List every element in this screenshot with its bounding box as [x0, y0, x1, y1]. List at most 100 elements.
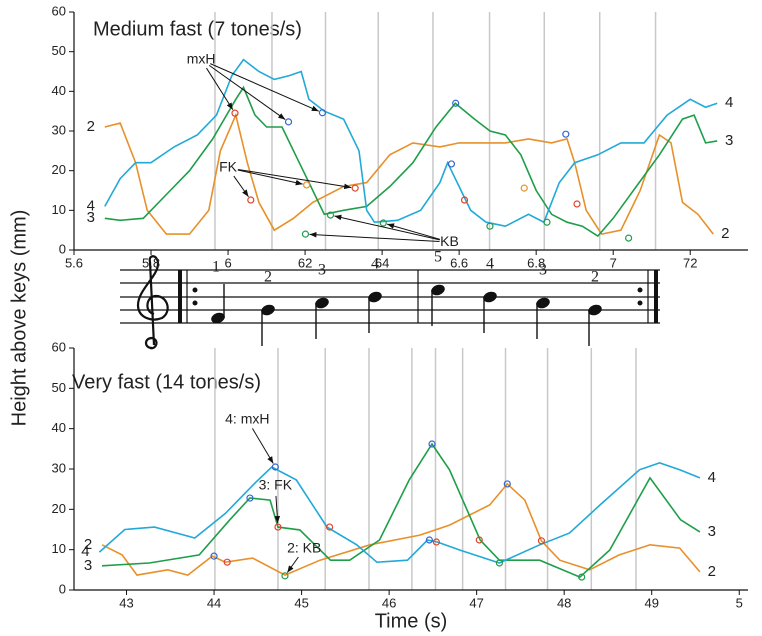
- fingering: 2: [591, 269, 599, 286]
- annotation-arrow: [309, 231, 440, 243]
- series-label-start: 4: [87, 197, 95, 214]
- series-label-end: 4: [725, 94, 733, 111]
- y-tick-label: 0: [59, 581, 66, 596]
- y-tick-label: 40: [52, 420, 66, 435]
- marker: [503, 480, 511, 488]
- marker: [428, 440, 436, 448]
- x-tick-label: 47: [469, 595, 483, 610]
- note-head: [536, 297, 550, 309]
- annotation-arrow: [210, 63, 319, 112]
- y-axis-label: Height above keys (mm): [8, 210, 30, 427]
- note-head: [211, 312, 225, 324]
- y-tick-label: 10: [52, 541, 66, 556]
- series-line: [98, 462, 701, 564]
- annotation-arrow: [274, 495, 281, 524]
- annotation-arrow: [334, 214, 440, 241]
- marker: [326, 211, 335, 219]
- marker: [562, 130, 570, 138]
- note-head: [431, 284, 445, 296]
- marker: [231, 109, 239, 117]
- series-label-start: 2: [84, 536, 92, 553]
- chart-title: Very fast (14 tones/s): [72, 371, 261, 393]
- x-tick-label: 72: [683, 255, 697, 270]
- marker: [495, 559, 504, 567]
- y-tick-label: 40: [52, 83, 66, 98]
- fingering: 3: [539, 262, 547, 279]
- fingering: 1: [212, 259, 220, 276]
- chart-title: Medium fast (7 tones/s): [93, 18, 302, 40]
- series-label-end: 4: [708, 469, 716, 486]
- y-tick-label: 60: [52, 339, 66, 354]
- series-label-start: 2: [87, 118, 95, 135]
- annotation: 4: mxH: [225, 410, 269, 426]
- marker: [578, 573, 586, 581]
- series-label-start: 3: [84, 557, 92, 574]
- y-tick-label: 10: [52, 202, 66, 217]
- y-tick-label: 0: [59, 241, 66, 256]
- y-tick-label: 20: [52, 501, 66, 516]
- fingering: 5: [434, 249, 442, 266]
- marker: [625, 234, 633, 242]
- marker: [379, 219, 387, 227]
- x-tick-label: 43: [119, 595, 133, 610]
- x-axis-label: Time (s): [375, 610, 448, 632]
- series-label-end: 2: [721, 225, 729, 242]
- x-tick-label: 7: [610, 255, 617, 270]
- annotation-arrow: [237, 169, 303, 186]
- x-tick-label: 6.6: [450, 255, 468, 270]
- series-label-start: 3: [87, 209, 95, 226]
- series-line: [101, 442, 701, 579]
- y-tick-label: 30: [52, 460, 66, 475]
- note-head: [483, 291, 497, 303]
- marker: [475, 536, 483, 544]
- x-tick-label: 5: [736, 595, 743, 610]
- series-line: [104, 112, 714, 235]
- marker: [246, 494, 254, 502]
- fingering: 4: [486, 256, 494, 273]
- series-label-end: 3: [708, 523, 716, 540]
- series-label-start: 4: [81, 543, 89, 560]
- annotation: KB: [440, 233, 459, 249]
- marker: [274, 523, 282, 531]
- marker: [452, 99, 460, 107]
- marker: [223, 558, 231, 566]
- marker: [537, 537, 546, 545]
- marker: [281, 572, 289, 580]
- marker: [486, 222, 494, 230]
- marker: [284, 118, 293, 126]
- marker: [447, 160, 456, 168]
- y-tick-label: 50: [52, 380, 66, 395]
- note-head: [315, 297, 329, 309]
- fingering: 3: [318, 262, 326, 279]
- marker: [573, 200, 581, 208]
- y-tick-label: 50: [52, 43, 66, 58]
- annotation-arrow: [233, 175, 249, 198]
- staff: [120, 255, 660, 350]
- x-tick-label: 49: [644, 595, 658, 610]
- x-tick-label: 46: [382, 595, 396, 610]
- annotation: 3: FK: [259, 477, 293, 493]
- annotation: 2: KB: [287, 540, 321, 556]
- marker: [325, 523, 334, 531]
- series-line: [101, 482, 701, 576]
- marker: [301, 230, 310, 238]
- y-tick-label: 30: [52, 122, 66, 137]
- x-tick-label: 44: [207, 595, 221, 610]
- x-tick-label: 5.6: [65, 255, 83, 270]
- marker: [520, 184, 528, 192]
- marker: [318, 109, 327, 117]
- note-head: [261, 304, 275, 316]
- x-tick-label: 6: [224, 255, 231, 270]
- fingering: 2: [264, 269, 272, 286]
- series-label-end: 2: [708, 563, 716, 580]
- x-tick-label: 45: [294, 595, 308, 610]
- marker: [271, 463, 279, 471]
- notes: 1 2 3 4 5 4 3 2: [211, 249, 602, 346]
- annotation-arrow: [286, 556, 299, 573]
- marker: [351, 184, 359, 192]
- marker: [247, 196, 255, 204]
- fingering: 4: [371, 256, 379, 273]
- note-head: [368, 291, 382, 303]
- y-tick-label: 60: [52, 3, 66, 18]
